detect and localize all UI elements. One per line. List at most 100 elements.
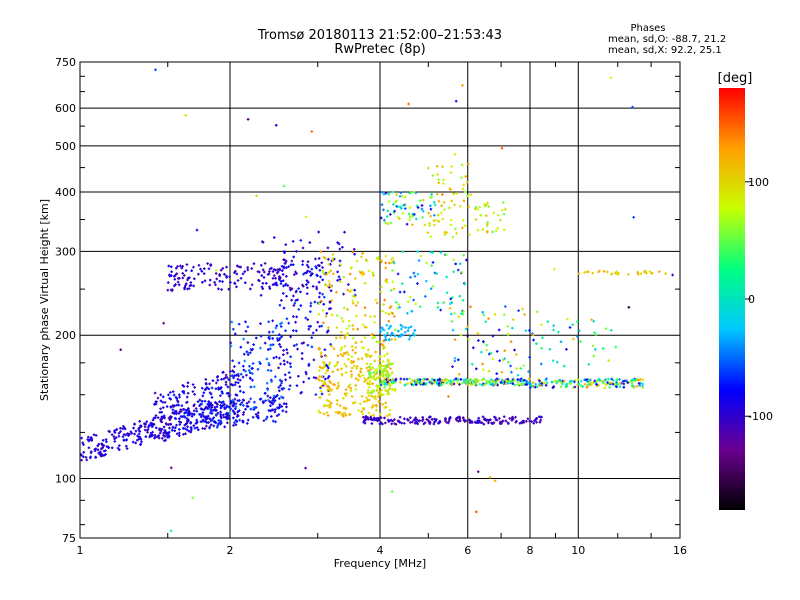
data-point — [604, 327, 608, 330]
data-point — [181, 276, 185, 280]
data-point — [332, 347, 336, 351]
data-point — [389, 418, 393, 422]
data-point — [173, 410, 177, 413]
data-point — [239, 389, 242, 393]
data-point — [138, 435, 142, 439]
data-point — [308, 241, 312, 244]
data-point — [415, 217, 418, 221]
data-point — [126, 432, 129, 435]
data-point — [451, 365, 454, 368]
data-point — [256, 411, 260, 415]
data-point — [246, 118, 250, 121]
data-point — [445, 291, 449, 295]
data-point — [481, 383, 484, 387]
data-point — [195, 228, 199, 232]
data-point — [96, 444, 100, 448]
data-point — [393, 389, 397, 392]
data-point — [417, 380, 421, 384]
data-point — [110, 433, 114, 436]
data-point — [294, 299, 298, 302]
data-point — [213, 406, 217, 409]
data-point — [383, 298, 386, 302]
data-point — [193, 386, 196, 389]
data-point — [395, 193, 398, 197]
data-point — [404, 195, 407, 199]
data-point — [400, 207, 403, 210]
data-point — [346, 308, 349, 311]
data-point — [233, 271, 236, 274]
data-point — [337, 242, 341, 246]
data-point — [375, 408, 378, 412]
data-point — [451, 235, 455, 239]
data-point — [193, 426, 197, 430]
data-point — [279, 282, 283, 285]
data-point — [602, 270, 606, 273]
data-point — [478, 205, 482, 209]
data-point — [485, 343, 489, 347]
data-point — [439, 251, 443, 254]
data-point — [615, 378, 619, 382]
data-point — [425, 377, 429, 381]
data-point — [400, 421, 403, 425]
data-point — [327, 393, 331, 396]
data-point — [394, 338, 397, 341]
y-tick-label: 100 — [55, 473, 76, 486]
data-point — [432, 378, 436, 382]
data-point — [233, 281, 236, 285]
data-point — [437, 378, 441, 382]
data-point — [304, 466, 307, 470]
data-point — [219, 394, 222, 397]
data-point — [461, 226, 464, 230]
data-point — [265, 357, 269, 361]
colorbar-tick-label: 0 — [748, 293, 755, 306]
data-point — [184, 432, 187, 436]
data-point — [177, 412, 181, 415]
data-point — [611, 382, 615, 386]
data-point — [500, 208, 504, 212]
data-point — [261, 240, 264, 243]
data-point — [244, 329, 248, 333]
data-point — [233, 412, 236, 415]
data-point — [202, 267, 206, 270]
data-point — [288, 286, 292, 290]
data-point — [339, 330, 343, 334]
data-point — [324, 371, 327, 375]
data-point — [211, 403, 214, 407]
data-point — [193, 277, 196, 281]
data-point — [366, 418, 370, 421]
data-point — [338, 404, 342, 407]
data-point — [232, 327, 235, 331]
data-point — [538, 420, 542, 424]
data-point — [622, 382, 626, 386]
data-point — [216, 411, 220, 415]
data-point — [324, 257, 327, 260]
data-point — [435, 418, 438, 421]
data-point — [288, 362, 292, 365]
data-point — [342, 397, 345, 400]
data-point — [384, 335, 388, 339]
data-point — [460, 271, 464, 274]
data-point — [536, 385, 539, 388]
data-point — [394, 377, 398, 381]
data-point — [230, 320, 234, 324]
data-point — [283, 258, 286, 262]
data-point — [453, 311, 456, 315]
data-point — [274, 420, 277, 424]
data-point — [320, 379, 324, 383]
data-point — [454, 377, 458, 381]
data-point — [205, 421, 209, 424]
data-point — [280, 395, 283, 399]
data-point — [236, 377, 240, 381]
data-point — [153, 435, 157, 439]
data-point — [474, 510, 478, 514]
data-point — [273, 399, 277, 402]
data-point — [275, 324, 279, 328]
data-point — [282, 353, 285, 356]
data-point — [336, 241, 339, 244]
data-point — [416, 272, 420, 276]
data-point — [366, 391, 370, 395]
data-point — [593, 331, 596, 334]
data-point — [638, 383, 642, 387]
data-point — [386, 363, 389, 367]
data-point — [368, 386, 371, 389]
